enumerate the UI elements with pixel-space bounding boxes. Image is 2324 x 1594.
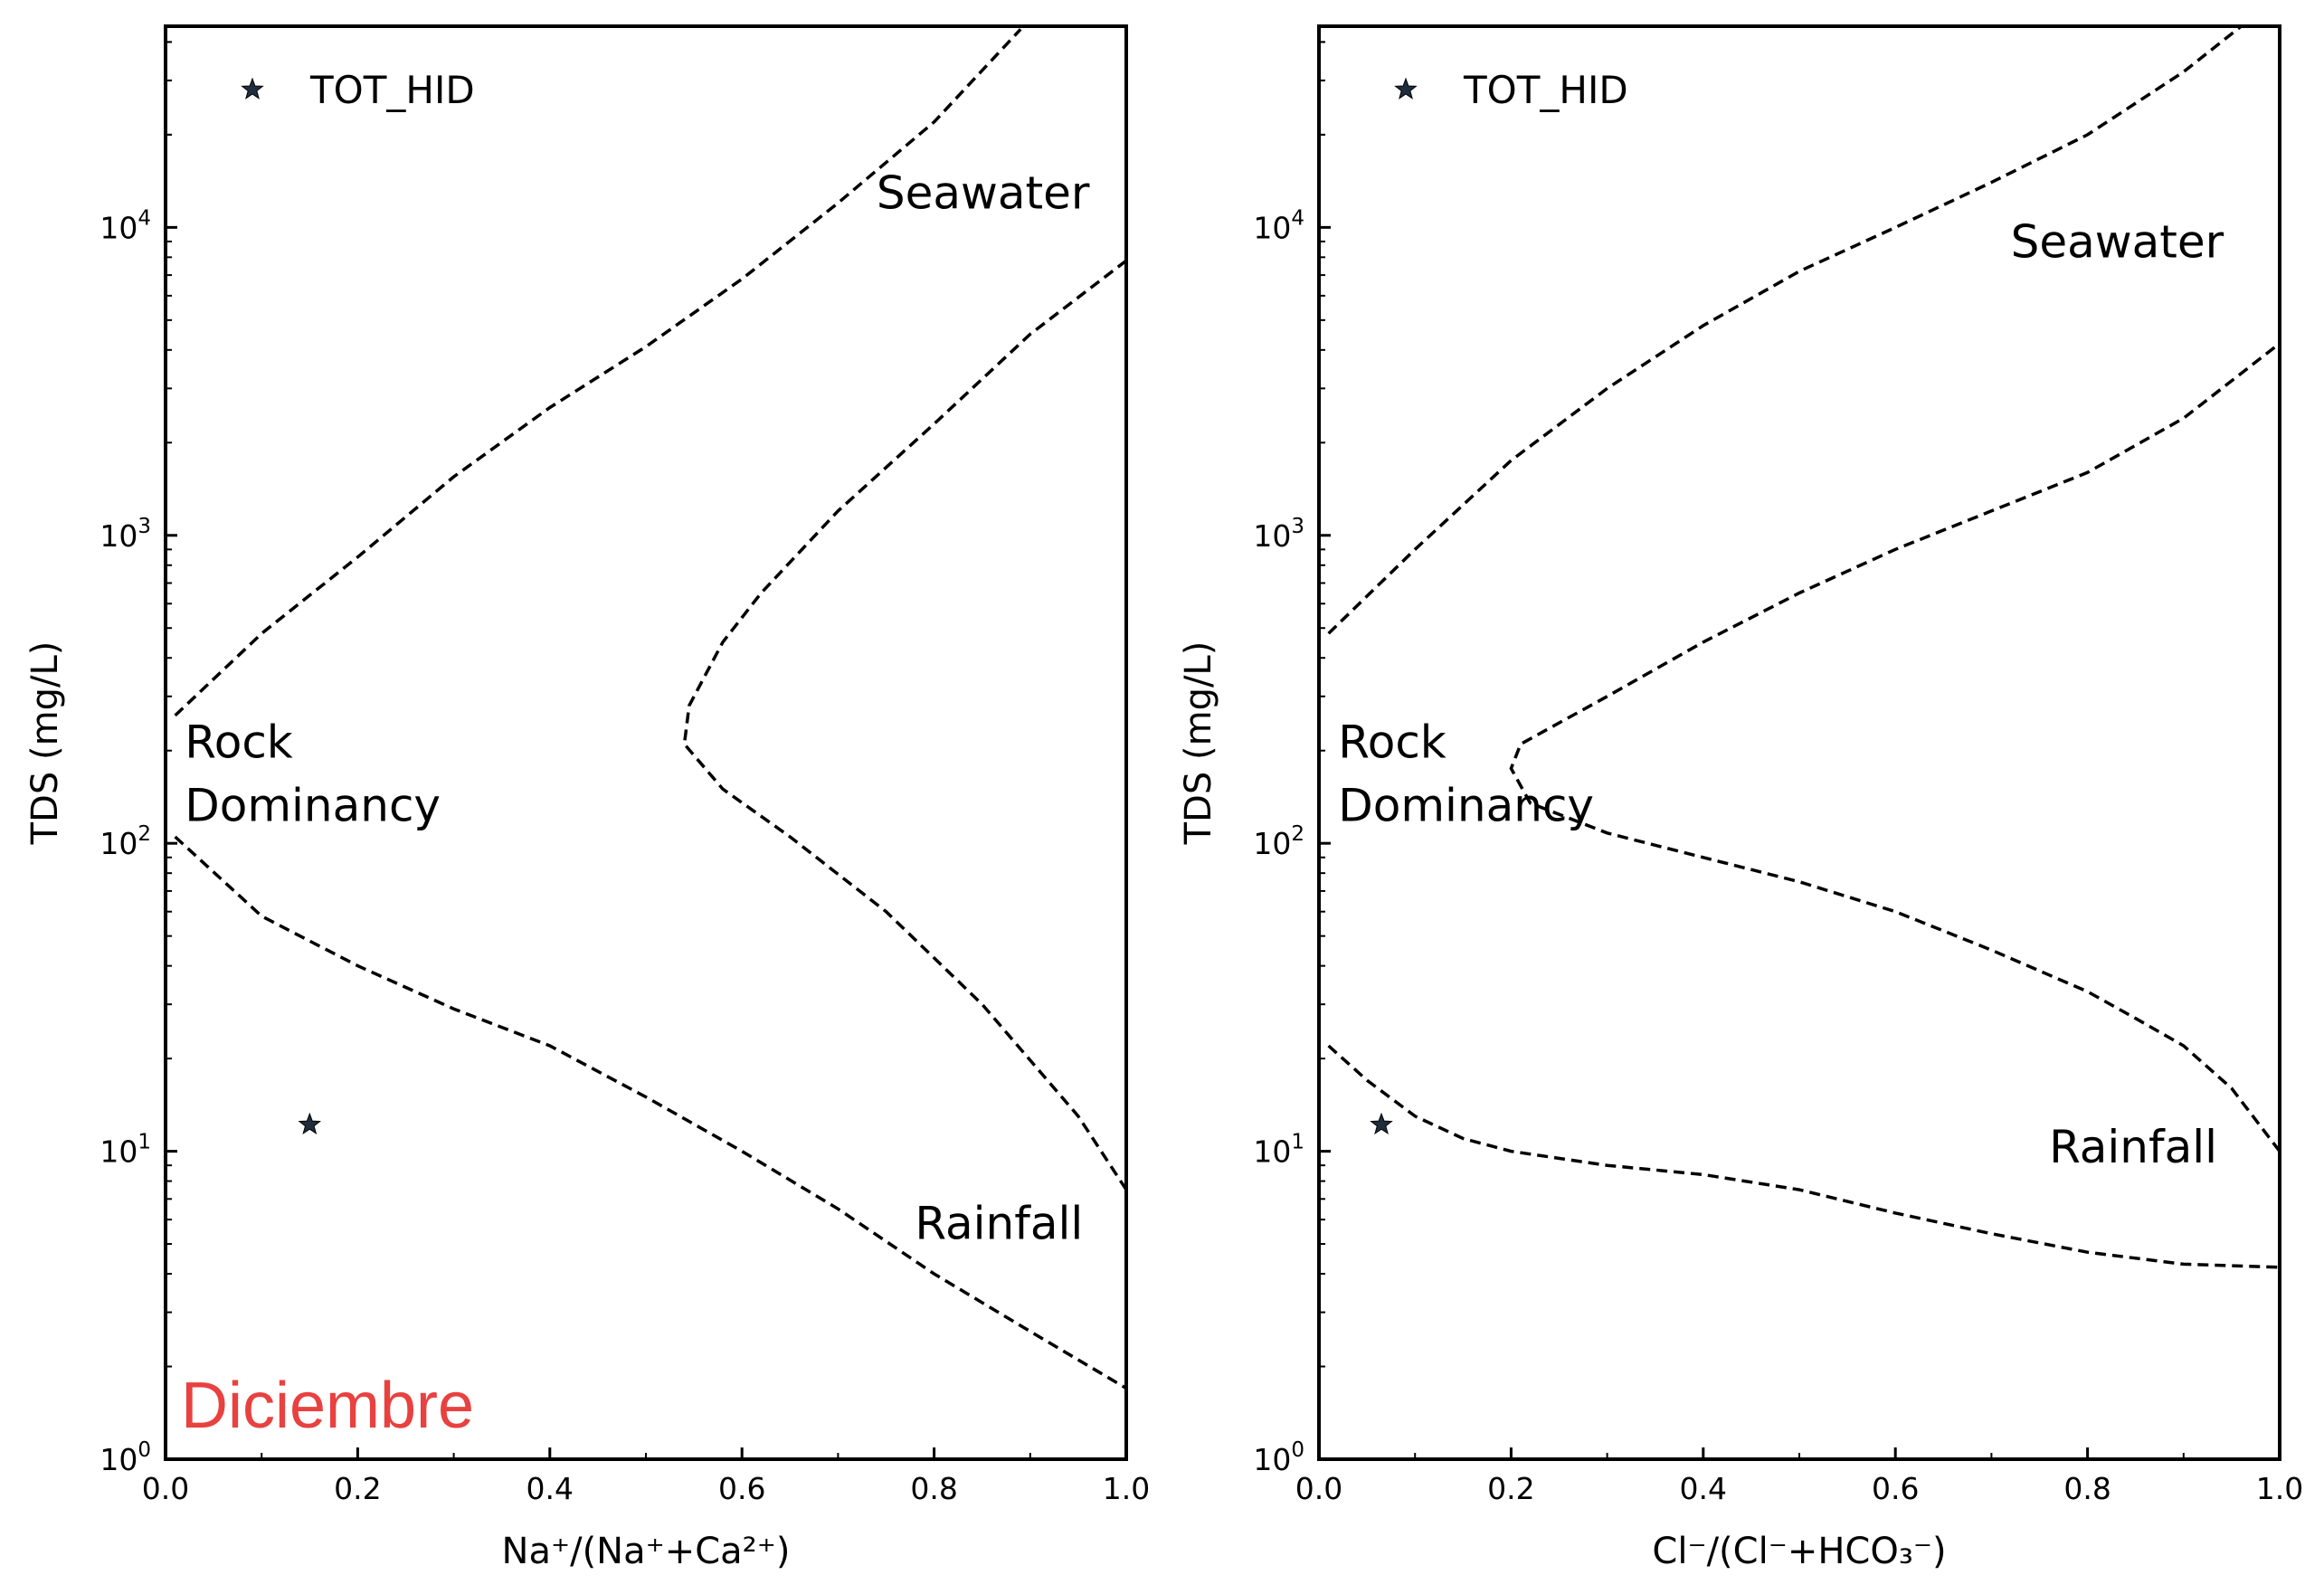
data-point-star [1370,1112,1393,1135]
y-axis-label: TDS (mg/L) [24,641,66,846]
x-tick-label: 0.4 [526,1471,574,1506]
y-tick-label: 100 [100,1438,151,1477]
y-tick-label: 104 [100,206,151,245]
boundary-curve-lower [174,835,1127,1390]
region-label: Rock [185,716,293,768]
axes-frame [1317,24,2281,1461]
y-tick-label: 104 [1253,206,1304,245]
region-label: Seawater [2011,215,2224,268]
x-tick-label: 0.6 [718,1471,765,1506]
x-tick-label: 0.0 [1295,1471,1342,1506]
y-tick-label: 102 [1253,822,1304,861]
y-tick-label: 103 [100,515,151,554]
x-tick-label: 0.6 [1872,1471,1919,1506]
y-tick-label: 100 [1253,1438,1304,1477]
legend: TOT_HID [1394,68,1628,112]
axes-frame [164,24,1128,1461]
x-tick-label: 1.0 [2256,1471,2303,1506]
chart-panel-1: 0.0 0.2 0.4 0.6 0.8 1.0 100 101 102 103 104 Seawate… [24,24,1150,1572]
legend-star-icon [1394,77,1418,100]
x-axis-label: Cl⁻/(Cl⁻+HCO₃⁻) [1652,1531,1946,1572]
boundary-curve-upper [174,28,1022,717]
data-point-star [298,1112,322,1135]
legend-label: TOT_HID [309,68,475,112]
legend-label: TOT_HID [1463,68,1628,112]
legend: TOT_HID [241,68,475,112]
chart-panel-2: 0.0 0.2 0.4 0.6 0.8 1.0 100 101 102 103 104 Seawate… [1178,24,2303,1572]
region-label: Rainfall [915,1197,1083,1249]
x-tick-label: 0.8 [910,1471,957,1506]
region-label: Dominancy [1338,780,1594,832]
boundary-curve-lower [1327,1044,2281,1269]
region-label: Rock [1338,716,1447,768]
x-tick-label: 0.8 [2063,1471,2111,1506]
legend-star-icon [241,77,264,100]
x-axis-label: Na⁺/(Na⁺+Ca²⁺) [502,1531,791,1572]
region-label: Seawater [877,167,1090,220]
x-tick-label: 1.0 [1103,1471,1150,1506]
panel-label: Diciembre [181,1370,474,1442]
x-tick-label: 0.2 [334,1471,381,1506]
boundary-curve-upper [1327,24,2243,635]
y-tick-label: 101 [100,1131,151,1170]
boundary-curve-inner [1509,342,2281,1153]
region-label: Dominancy [185,780,441,832]
y-tick-label: 101 [1253,1131,1304,1170]
x-tick-label: 0.0 [142,1471,189,1506]
boundary-curve-inner [682,259,1128,1191]
y-tick-label: 102 [100,822,151,861]
y-tick-label: 103 [1253,515,1304,554]
x-tick-label: 0.4 [1680,1471,1727,1506]
region-label: Rainfall [2049,1121,2217,1173]
x-tick-label: 0.2 [1487,1471,1534,1506]
y-axis-label: TDS (mg/L) [1178,641,1219,846]
